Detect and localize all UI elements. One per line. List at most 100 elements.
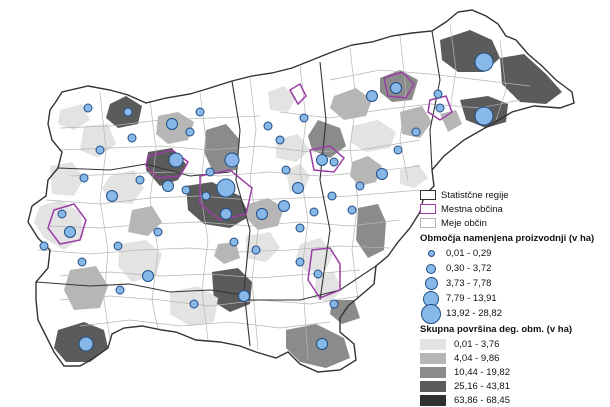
- bubble-legend-item: 7,79 - 13,91: [420, 290, 605, 307]
- municipality-border: [59, 269, 361, 279]
- production-area-bubble: [295, 257, 305, 267]
- production-area-bubble: [77, 257, 87, 267]
- bubble-legend-item: 13,92 - 28,82: [420, 303, 605, 324]
- bubble-symbol: [424, 277, 438, 290]
- municipality-border: [449, 23, 457, 111]
- legend-label: 3,73 - 7,78: [446, 278, 492, 289]
- production-area-bubble: [224, 152, 240, 168]
- region-border: [429, 30, 441, 171]
- region-border: [35, 281, 251, 297]
- fill-legend-item: 0,01 - 3,76: [420, 337, 605, 351]
- production-area-bubble: [299, 113, 309, 123]
- municipality-fill: [246, 232, 280, 262]
- legend-item-municipality-borders: Meje občin: [420, 216, 605, 230]
- municipality-border: [79, 319, 331, 329]
- municipality-border: [349, 47, 359, 301]
- production-area-bubble: [201, 191, 211, 201]
- legend-label: 0,30 - 3,72: [446, 263, 492, 274]
- production-area-bubble: [39, 241, 49, 251]
- municipality-border: [495, 39, 507, 121]
- production-area-bubble: [168, 152, 184, 168]
- legend-label: 4,04 - 9,86: [454, 352, 500, 364]
- municipality-border: [329, 69, 531, 87]
- municipality-fill: [58, 104, 90, 130]
- legend-label: 13,92 - 28,82: [446, 308, 502, 319]
- municipality-border: [59, 139, 421, 153]
- municipality-border: [45, 189, 421, 205]
- production-area-bubble: [292, 182, 304, 194]
- production-area-bubble: [195, 107, 205, 117]
- bubble-symbol: [421, 303, 441, 324]
- legend-label: Meje občin: [441, 217, 487, 229]
- production-area-bubble: [263, 121, 273, 131]
- fill-legend: 0,01 - 3,76 4,04 - 9,86 10,44 - 19,82 25…: [420, 337, 605, 407]
- municipality-border: [49, 219, 401, 229]
- city-municipality-border: [47, 203, 87, 245]
- municipality-fill: [350, 120, 396, 152]
- municipality-border: [399, 35, 409, 181]
- city-municipality-border: [427, 95, 453, 121]
- municipality-border: [59, 115, 261, 129]
- production-area-bubble: [355, 181, 365, 191]
- production-area-bubble: [313, 269, 323, 279]
- bubble-legend-item: 0,30 - 3,72: [420, 261, 605, 276]
- production-area-bubble: [329, 157, 339, 167]
- legend-item-regions: Statistčne regije: [420, 188, 605, 202]
- legend-label: 0,01 - 0,29: [446, 248, 492, 259]
- legend-label: 25,16 - 43,81: [454, 380, 510, 392]
- production-area-bubble: [78, 336, 94, 352]
- production-area-bubble: [256, 208, 268, 220]
- bubble-legend-title: Območja namenjena proizvodnji (v ha): [420, 233, 595, 244]
- municipality-border: [299, 65, 309, 361]
- production-area-bubble: [95, 145, 105, 155]
- municipality-border: [59, 295, 361, 307]
- production-area-bubble: [316, 154, 328, 166]
- country-outline: [27, 9, 575, 373]
- fill-swatch: [420, 338, 446, 350]
- municipality-fill: [356, 204, 386, 258]
- region-border: [319, 61, 331, 301]
- production-area-bubble: [216, 178, 236, 198]
- bubble-legend-item: 0,01 - 0,29: [420, 246, 605, 261]
- bubble-legend: 0,01 - 0,29 0,30 - 3,72 3,73 - 7,78 7,79…: [420, 246, 605, 324]
- city-municipality-boundaries: [47, 71, 453, 299]
- production-area-bubble: [275, 135, 285, 145]
- fill-legend-title: Skupna površina deg. obm. (v ha): [420, 324, 573, 335]
- production-area-bubble: [347, 205, 357, 215]
- municipality-border: [69, 165, 421, 177]
- fill-legend-item: 63,86 - 68,45: [420, 393, 605, 407]
- legend-label: 10,44 - 19,82: [454, 366, 510, 378]
- municipality-border: [249, 77, 259, 351]
- production-area-bubble: [79, 173, 89, 183]
- production-area-bubble: [83, 103, 93, 113]
- production-area-bubble: [376, 168, 388, 180]
- legend-label: Statistčne regije: [441, 189, 509, 201]
- bubble-symbol: [426, 263, 436, 274]
- legend-item-city-municipality: Mestna občina: [420, 202, 605, 216]
- production-area-bubble: [433, 89, 443, 99]
- municipality-border: [37, 245, 391, 255]
- city-municipality-border: [145, 149, 189, 179]
- municipality-fill: [500, 54, 562, 104]
- map-legend: Statistčne regije Mestna občina Meje obč…: [420, 188, 605, 407]
- production-area-bubble: [142, 270, 154, 282]
- production-area-bubble: [106, 190, 118, 202]
- production-area-bubble: [181, 185, 191, 195]
- production-area-bubble: [123, 107, 133, 117]
- production-area-bubble: [238, 290, 250, 302]
- production-area-bubble: [390, 82, 402, 94]
- production-area-bubble: [366, 90, 378, 102]
- municipality-border: [279, 99, 521, 119]
- production-area-bubble: [393, 145, 403, 155]
- city-municipality-border: [288, 82, 307, 106]
- region-swatch: [420, 190, 436, 200]
- fill-swatch: [420, 380, 446, 392]
- legend-label: 63,86 - 68,45: [454, 394, 510, 406]
- municipality-swatch: [420, 218, 436, 228]
- legend-label: 7,79 - 13,91: [446, 293, 497, 304]
- municipality-fill: [128, 206, 162, 236]
- production-area-bubble: [189, 299, 199, 309]
- municipality-fill: [80, 124, 116, 158]
- production-area-bubble: [411, 127, 421, 137]
- production-area-bubbles: [39, 52, 494, 352]
